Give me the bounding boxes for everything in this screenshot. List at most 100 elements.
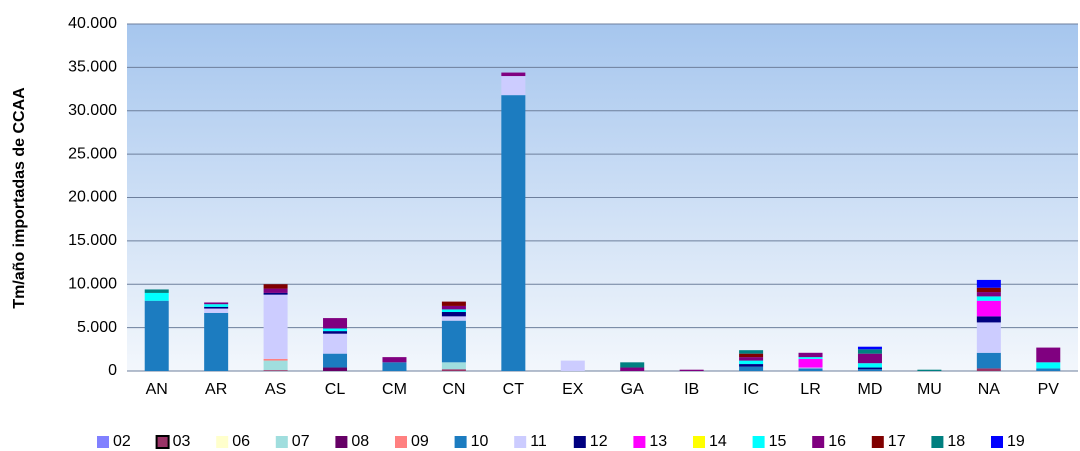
y-tick-label: 30.000 <box>68 102 117 119</box>
bar-segment <box>263 292 288 295</box>
bar-segment <box>204 312 229 371</box>
bar-segment <box>323 328 348 332</box>
bar-segment <box>976 316 1001 323</box>
legend-swatch <box>275 436 288 448</box>
legend-label: 14 <box>709 433 727 450</box>
bar-segment <box>857 363 882 368</box>
y-tick-label: 15.000 <box>68 232 117 249</box>
legend-label: 19 <box>1007 433 1025 450</box>
bar-segment <box>144 292 169 301</box>
legend-swatch <box>335 436 348 448</box>
bar-segment <box>917 369 942 371</box>
x-tick-label: AS <box>265 381 286 398</box>
bar-segment <box>857 346 882 350</box>
bar-segment <box>798 368 823 371</box>
legend-label: 12 <box>590 433 608 450</box>
bar-segment <box>798 358 823 368</box>
x-tick-label: CM <box>382 381 407 398</box>
bar-segment <box>441 309 466 313</box>
legend-swatch <box>931 436 944 448</box>
legend-label: 08 <box>351 433 369 450</box>
bar-segment <box>1036 368 1061 371</box>
legend-swatch <box>514 436 527 448</box>
x-tick-label: CL <box>325 381 346 398</box>
y-tick-label: 10.000 <box>68 275 117 292</box>
bar-segment <box>679 369 704 371</box>
bar-segment <box>144 289 169 293</box>
x-tick-label: GA <box>621 381 644 398</box>
bar-segment <box>204 306 229 309</box>
bar-segment <box>798 352 823 358</box>
bar-segment <box>501 76 526 96</box>
bar-segment <box>263 370 288 371</box>
bar-segment <box>323 367 348 371</box>
legend-swatch <box>752 436 765 448</box>
bar-segment <box>323 353 348 368</box>
bar-segment <box>976 300 1001 317</box>
legend-label: 07 <box>292 433 310 450</box>
bar-segment <box>798 357 823 359</box>
legend-label: 13 <box>649 433 667 450</box>
bar-segment <box>204 302 229 305</box>
bar-segment <box>441 320 466 363</box>
bar-segment <box>857 369 882 371</box>
bar-segment <box>857 367 882 370</box>
legend-label: 02 <box>113 433 131 450</box>
bar-segment <box>976 292 1001 297</box>
x-tick-label: NA <box>978 381 1001 398</box>
y-tick-label: 35.000 <box>68 59 117 76</box>
x-tick-label: MD <box>858 381 883 398</box>
y-tick-label: 0 <box>108 362 117 379</box>
bar-segment <box>976 368 1001 371</box>
legend-swatch <box>991 436 1003 448</box>
legend-swatch <box>97 436 109 448</box>
y-tick-label: 20.000 <box>68 189 117 206</box>
legend-label: 15 <box>769 433 787 450</box>
legend-label: 11 <box>530 433 547 450</box>
bar-segment <box>263 288 288 293</box>
legend-label: 09 <box>411 433 429 450</box>
x-tick-label: CT <box>503 381 525 398</box>
legend-swatch <box>633 436 646 448</box>
bar-segment <box>798 367 823 369</box>
bar-segment <box>739 360 764 365</box>
bar-segment <box>739 357 764 361</box>
bar-segment <box>976 279 1001 288</box>
bar-segment <box>739 364 764 367</box>
y-tick-label: 25.000 <box>68 145 117 162</box>
bar-segment <box>441 305 466 310</box>
bar-segment <box>204 304 229 307</box>
x-tick-label: PV <box>1038 381 1060 398</box>
bar-segment <box>323 318 348 329</box>
bar-segment <box>441 316 466 321</box>
bar-segment <box>263 358 288 361</box>
legend-swatch <box>155 435 170 449</box>
legend-label: 06 <box>232 433 250 450</box>
legend-swatch <box>454 436 467 448</box>
bar-segment <box>263 294 288 359</box>
bar-segment <box>739 366 764 371</box>
legend-swatch <box>693 436 705 448</box>
y-tick-label: 5.000 <box>77 319 117 336</box>
y-axis-label: Tm/año importadas de CCAA <box>11 87 28 309</box>
x-tick-label: CN <box>442 381 465 398</box>
bar-segment <box>323 331 348 334</box>
x-tick-label: IC <box>743 381 759 398</box>
y-tick-label: 40.000 <box>68 15 117 32</box>
bar-segment <box>441 301 466 306</box>
bar-segment <box>739 353 764 358</box>
x-tick-label: MU <box>917 381 942 398</box>
bar-segment <box>382 362 407 371</box>
x-tick-label: EX <box>562 381 584 398</box>
legend-swatch <box>871 436 884 448</box>
bar-segment <box>857 349 882 354</box>
bar-segment <box>1036 347 1061 363</box>
bar-segment <box>263 284 288 289</box>
legend-swatch <box>395 436 407 448</box>
x-tick-label: AN <box>146 381 168 398</box>
bar-segment <box>323 333 348 354</box>
x-tick-label: IB <box>684 381 699 398</box>
bar-segment <box>1036 362 1061 369</box>
bar-segment <box>501 95 526 371</box>
